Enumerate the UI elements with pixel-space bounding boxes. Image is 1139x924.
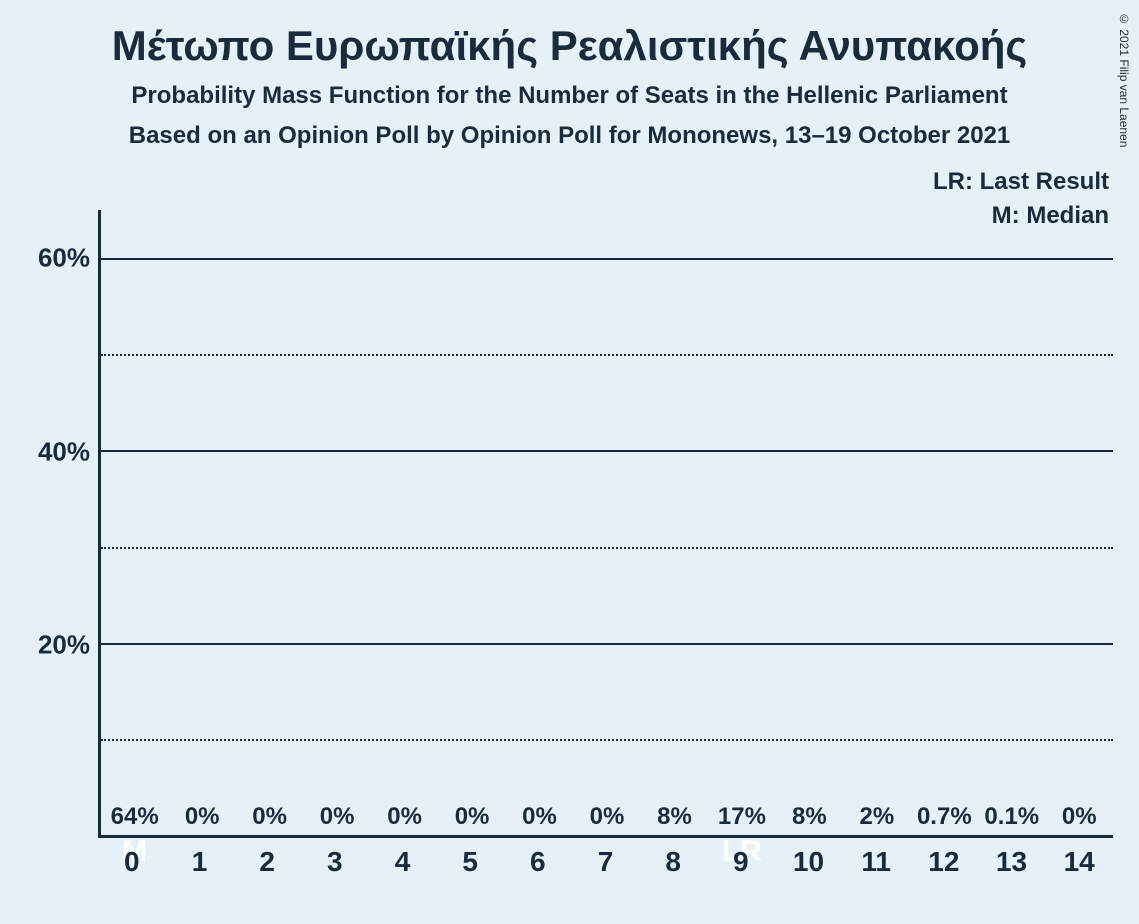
chart-title: Μέτωπο Ευρωπαϊκής Ρεαλιστικής Ανυπακοής [0, 0, 1139, 70]
x-axis: 01234567891011121314 [98, 846, 1113, 886]
y-tick-label: 40% [38, 436, 90, 467]
y-axis: 20% 40% 60% [12, 210, 90, 838]
bar-value-label: 0% [522, 803, 557, 831]
bar-value-label: 17% [718, 803, 766, 831]
bar-value-label: 2% [860, 803, 895, 831]
gridline-major [101, 450, 1113, 452]
x-tick-label: 7 [598, 846, 614, 878]
gridline-major [101, 643, 1113, 645]
bar-value-label: 0% [590, 803, 625, 831]
x-tick-label: 3 [327, 846, 343, 878]
bar-value-label: 0% [387, 803, 422, 831]
x-tick-label: 0 [124, 846, 140, 878]
bar-value-label: 64% [111, 803, 159, 831]
bar-value-label: 0% [455, 803, 490, 831]
plot-area: M64%0%0%0%0%0%0%0%8%LR17%8%2%0.7%0.1%0% [98, 210, 1113, 838]
copyright-text: © 2021 Filip van Laenen [1117, 12, 1131, 147]
bars-container: M64%0%0%0%0%0%0%0%8%LR17%8%2%0.7%0.1%0% [101, 210, 1113, 835]
legend-last-result: LR: Last Result [933, 168, 1109, 196]
x-tick-label: 14 [1064, 846, 1095, 878]
chart-subtitle-2: Based on an Opinion Poll by Opinion Poll… [0, 122, 1139, 150]
y-tick-label: 60% [38, 243, 90, 274]
x-tick-label: 9 [733, 846, 749, 878]
bar-value-label: 8% [657, 803, 692, 831]
bar-value-label: 0% [320, 803, 355, 831]
x-tick-label: 10 [793, 846, 824, 878]
bar-value-label: 8% [792, 803, 827, 831]
gridline-major [101, 258, 1113, 260]
x-tick-label: 12 [928, 846, 959, 878]
gridline-minor [101, 547, 1113, 549]
x-tick-label: 4 [395, 846, 411, 878]
x-tick-label: 6 [530, 846, 546, 878]
x-tick-label: 11 [861, 846, 891, 878]
bar-value-label: 0.7% [917, 803, 972, 831]
x-tick-label: 8 [665, 846, 681, 878]
bar-value-label: 0.1% [984, 803, 1039, 831]
bar-value-label: 0% [185, 803, 220, 831]
bar-value-label: 0% [252, 803, 287, 831]
x-tick-label: 5 [462, 846, 478, 878]
gridline-minor [101, 739, 1113, 741]
chart-area: 20%40%60% M64%0%0%0%0%0%0%0%8%LR17%8%2%0… [98, 210, 1113, 838]
x-tick-label: 2 [259, 846, 275, 878]
bar-value-label: 0% [1062, 803, 1097, 831]
x-tick-label: 1 [192, 846, 208, 878]
gridline-minor [101, 354, 1113, 356]
x-tick-label: 13 [996, 846, 1027, 878]
y-tick-label: 20% [38, 629, 90, 660]
chart-subtitle: Probability Mass Function for the Number… [0, 82, 1139, 110]
